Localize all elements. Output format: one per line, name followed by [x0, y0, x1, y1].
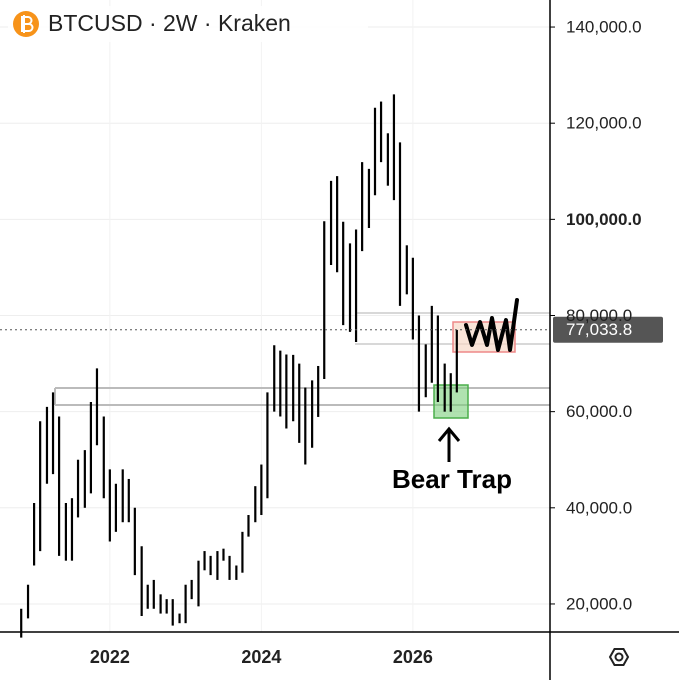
- last-price: 77,033.8: [0, 316, 663, 343]
- projection-scribble: [464, 298, 519, 352]
- y-tick-label: 20,000.0: [566, 594, 632, 613]
- y-tick-label: 80,000.0: [566, 306, 632, 325]
- price-bars: [20, 94, 458, 638]
- y-tick-label: 60,000.0: [566, 402, 632, 421]
- y-tick-label: 40,000.0: [566, 498, 632, 517]
- y-tick-label: 120,000.0: [566, 114, 642, 133]
- y-tick-label: 140,000.0: [566, 18, 642, 37]
- x-tick-label: 2026: [393, 647, 433, 667]
- last-price-label: 77,033.8: [566, 320, 632, 339]
- coin-icon-glyph: [21, 15, 34, 33]
- settings-button-dot: [614, 652, 624, 662]
- annotation: Bear Trap: [392, 464, 512, 494]
- title-background: [8, 6, 368, 42]
- chart-title: BTCUSD · 2W · Kraken: [48, 10, 291, 36]
- arrow-head: [437, 426, 461, 442]
- y-tick-label: 100,000.0: [566, 210, 642, 229]
- last-price-box: [553, 316, 663, 343]
- x-tick-label: 2024: [241, 647, 281, 667]
- settings-button[interactable]: [608, 648, 630, 666]
- x-tick-label: 2022: [90, 647, 130, 667]
